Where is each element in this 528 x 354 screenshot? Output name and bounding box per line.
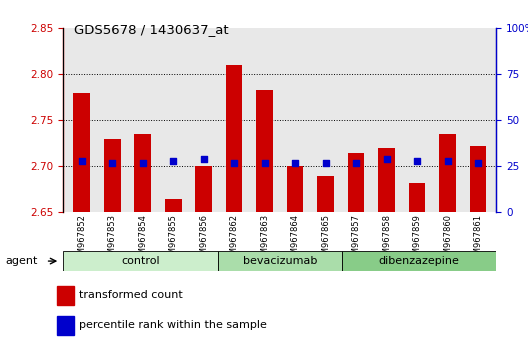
Bar (63, 251, 218, 271)
Bar (226, 65, 242, 212)
Bar (378, 148, 395, 212)
Point (413, 158, 421, 164)
Bar (317, 176, 334, 212)
Bar (439, 134, 456, 212)
Point (230, 160, 238, 166)
Text: percentile rank within the sample: percentile rank within the sample (79, 320, 267, 330)
Point (138, 160, 147, 166)
Point (200, 156, 208, 162)
Text: control: control (121, 256, 160, 266)
Point (260, 160, 269, 166)
Text: dibenzazepine: dibenzazepine (379, 256, 459, 266)
Point (108, 160, 116, 166)
Bar (287, 166, 304, 212)
Text: agent: agent (5, 256, 37, 266)
Text: transformed count: transformed count (79, 290, 183, 300)
Point (444, 158, 452, 164)
Point (78, 158, 86, 164)
Bar (342, 251, 496, 271)
Bar (104, 139, 120, 212)
Text: GDS5678 / 1430637_at: GDS5678 / 1430637_at (74, 23, 229, 36)
Bar (165, 199, 182, 212)
Point (291, 160, 299, 166)
Point (474, 160, 482, 166)
Bar (469, 146, 486, 212)
Bar (256, 90, 273, 212)
Point (352, 160, 360, 166)
Point (322, 160, 330, 166)
Bar (73, 93, 90, 212)
Bar (409, 183, 426, 212)
Bar (195, 166, 212, 212)
Bar (347, 153, 364, 212)
Bar (58, 286, 74, 305)
Bar (218, 251, 342, 271)
Point (382, 156, 391, 162)
Text: bevacizumab: bevacizumab (243, 256, 317, 266)
Bar (58, 316, 74, 335)
Bar (134, 134, 151, 212)
Point (169, 158, 177, 164)
